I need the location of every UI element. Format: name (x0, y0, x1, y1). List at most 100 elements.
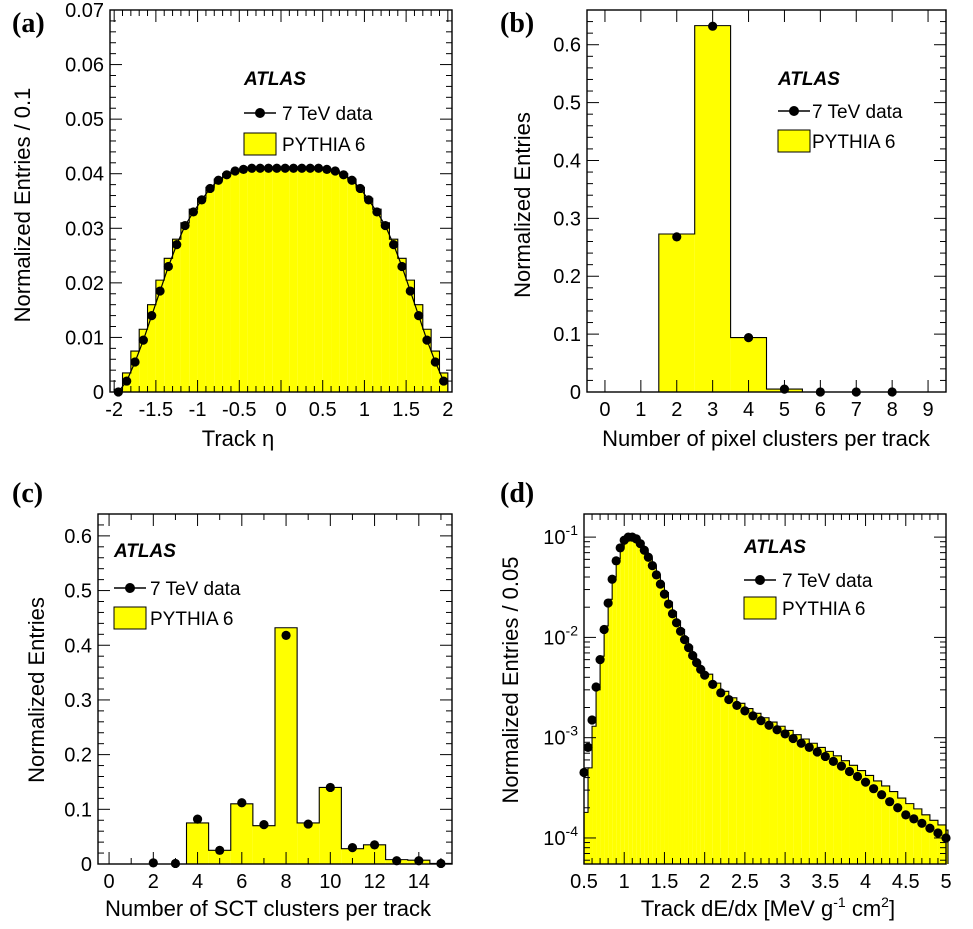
panel-c-mc-outline (98, 627, 453, 865)
panel-a-data-point (155, 286, 165, 296)
panel-a-xlabel: Track η (202, 426, 275, 451)
panel-b-letter: (b) (500, 8, 534, 39)
panel-d-xlabel: Track dE/dx [MeV g-1 cm2] (641, 894, 895, 921)
panel-c-mc-bar (341, 848, 364, 864)
panel-d-frame (583, 513, 947, 865)
panel-d-mc-bar (676, 620, 681, 864)
panel-a-mc-bar (431, 351, 440, 392)
panel-d-mc-bar (720, 691, 729, 864)
panel-a-xtick-label: -1.5 (139, 399, 173, 421)
panel-d-legend-data-marker (755, 575, 765, 585)
panel-c-atlas-label: ATLAS (113, 541, 176, 562)
panel-d-data-point (643, 552, 653, 562)
panel-d-data-point (716, 688, 726, 698)
panel-d-xtick-label: 5 (940, 871, 951, 893)
panel-d-ylabel: Normalized Entries / 0.05 (498, 557, 523, 804)
panel-a-ytick-label: 0.07 (65, 0, 104, 22)
panel-d-mc-bar (616, 558, 621, 864)
panel-d-mc-bar (636, 540, 641, 864)
panel-a-data-point (330, 166, 340, 176)
panel-c-legend-mc-swatch (113, 606, 147, 630)
panel-c-data-point (347, 842, 358, 853)
panel-d-data-point (804, 742, 814, 752)
panel-d-mc-bar (692, 654, 697, 864)
panel-d-mc-bar (596, 689, 601, 864)
panel-c-ytick-label: 0.1 (64, 799, 92, 821)
panel-c-mc-bar (252, 825, 275, 864)
panel-d-xtick-label: 3 (780, 871, 791, 893)
panel-c-data-point (259, 820, 269, 830)
panel-d-mc-bar (648, 558, 653, 864)
panel-a-data-point (389, 240, 399, 250)
panel-b-ytick-label: 0.3 (553, 208, 581, 230)
panel-d-ytick-label-exp: -1 (566, 522, 579, 538)
panel-d-mc-bar (684, 637, 689, 864)
panel-a-mc-bar (264, 168, 273, 392)
panel-d-mc-bar (680, 629, 685, 864)
panel-a-data-point (305, 163, 315, 173)
panel-a-mc-bar (247, 168, 256, 392)
panel-a-mc-bar (180, 222, 190, 392)
panel-a-data-point (338, 170, 349, 180)
panel-d-data-point (675, 626, 686, 636)
panel-c-legend: 7 TeV data PYTHIA 6 (113, 579, 241, 630)
panel-a-ytick-label: 0.01 (65, 327, 104, 349)
panel-b-ylabel: Normalized Entries (510, 112, 535, 298)
panel-a-legend-data-label: 7 TeV data (282, 104, 373, 125)
panel-a-mc-bar (205, 187, 215, 392)
panel-b-legend-data-marker (789, 106, 799, 116)
panel-a-data-point (380, 220, 390, 231)
panel-a-ytick-label: 0.04 (65, 164, 104, 186)
panel-a-mc-bar (214, 179, 223, 392)
panel-d-legend-mc-swatch (743, 596, 777, 620)
panel-d-data-point (844, 766, 855, 777)
panel-d-data-point (655, 579, 666, 589)
panel-a-mc-bar (289, 168, 298, 392)
panel-d-data-point (692, 658, 702, 668)
panel-c-data-point (281, 630, 291, 641)
panel-d-mc-bar (628, 536, 633, 864)
panel-a-legend: 7 TeV data PYTHIA 6 (243, 104, 373, 156)
panel-b-mc-bar (658, 233, 695, 392)
panel-a-mc-bar (239, 169, 248, 392)
panel-d-mc-bar (612, 577, 617, 864)
panel-c-mc-bar (186, 822, 209, 864)
panel-a-data-point (288, 163, 299, 173)
panel-d-data-point (917, 818, 927, 828)
panel-c-ytick-label: 0.6 (64, 526, 92, 548)
panel-d-mc-bar (793, 734, 802, 864)
panel-a-mc-bar (372, 209, 382, 392)
panel-d-ytick-label-base: 10 (543, 627, 565, 649)
panel-d-data-point (611, 556, 621, 566)
panel-a-data-point (313, 163, 324, 173)
panel-d-mc-bar (946, 830, 949, 864)
panel-a-legend-data-marker (255, 108, 265, 118)
panel-d-legend-data-label: 7 TeV data (782, 571, 873, 592)
panel-b-ytick-label: 0 (570, 382, 581, 404)
panel-d-xlabel-sup2: 2 (881, 894, 889, 910)
panel-b-frame (586, 9, 947, 393)
panel-a-xtick-label: 1 (359, 399, 370, 421)
panel-d-mc-bar (604, 625, 609, 864)
panel-a-mc-bar (189, 209, 198, 392)
panel-d-data-point (659, 589, 670, 599)
panel-b-legend: 7 TeV data PYTHIA 6 (777, 102, 903, 153)
panel-d: 0.5 1 1.5 2 2.5 3 3.5 4 4.5 510-410-310-210-1(d) … (498, 478, 952, 921)
panel-a-data-point (297, 163, 307, 173)
panel-a-mc-bar (297, 168, 307, 392)
panel-a-mc-bar (356, 187, 365, 392)
panel-a-ylabel: Normalized Entries / 0.1 (10, 88, 35, 323)
panel-d-xtick-label: 1.5 (651, 871, 679, 893)
panel-d-mc-bar (624, 539, 629, 864)
panel-d-ytick-label: 10-3 (543, 723, 578, 750)
panel-d-data-point (647, 560, 657, 571)
panel-d-mc-bar (712, 683, 721, 864)
panel-b-atlas-label: ATLAS (777, 69, 840, 90)
panel-a-letter: (a) (12, 8, 45, 39)
panel-d-mc-bar (760, 717, 770, 864)
panel-a-data-point (272, 163, 282, 173)
panel-d-data-point (651, 570, 662, 580)
panel-a-mc-bar (322, 169, 332, 392)
panel-d-mc-bar (897, 798, 906, 864)
